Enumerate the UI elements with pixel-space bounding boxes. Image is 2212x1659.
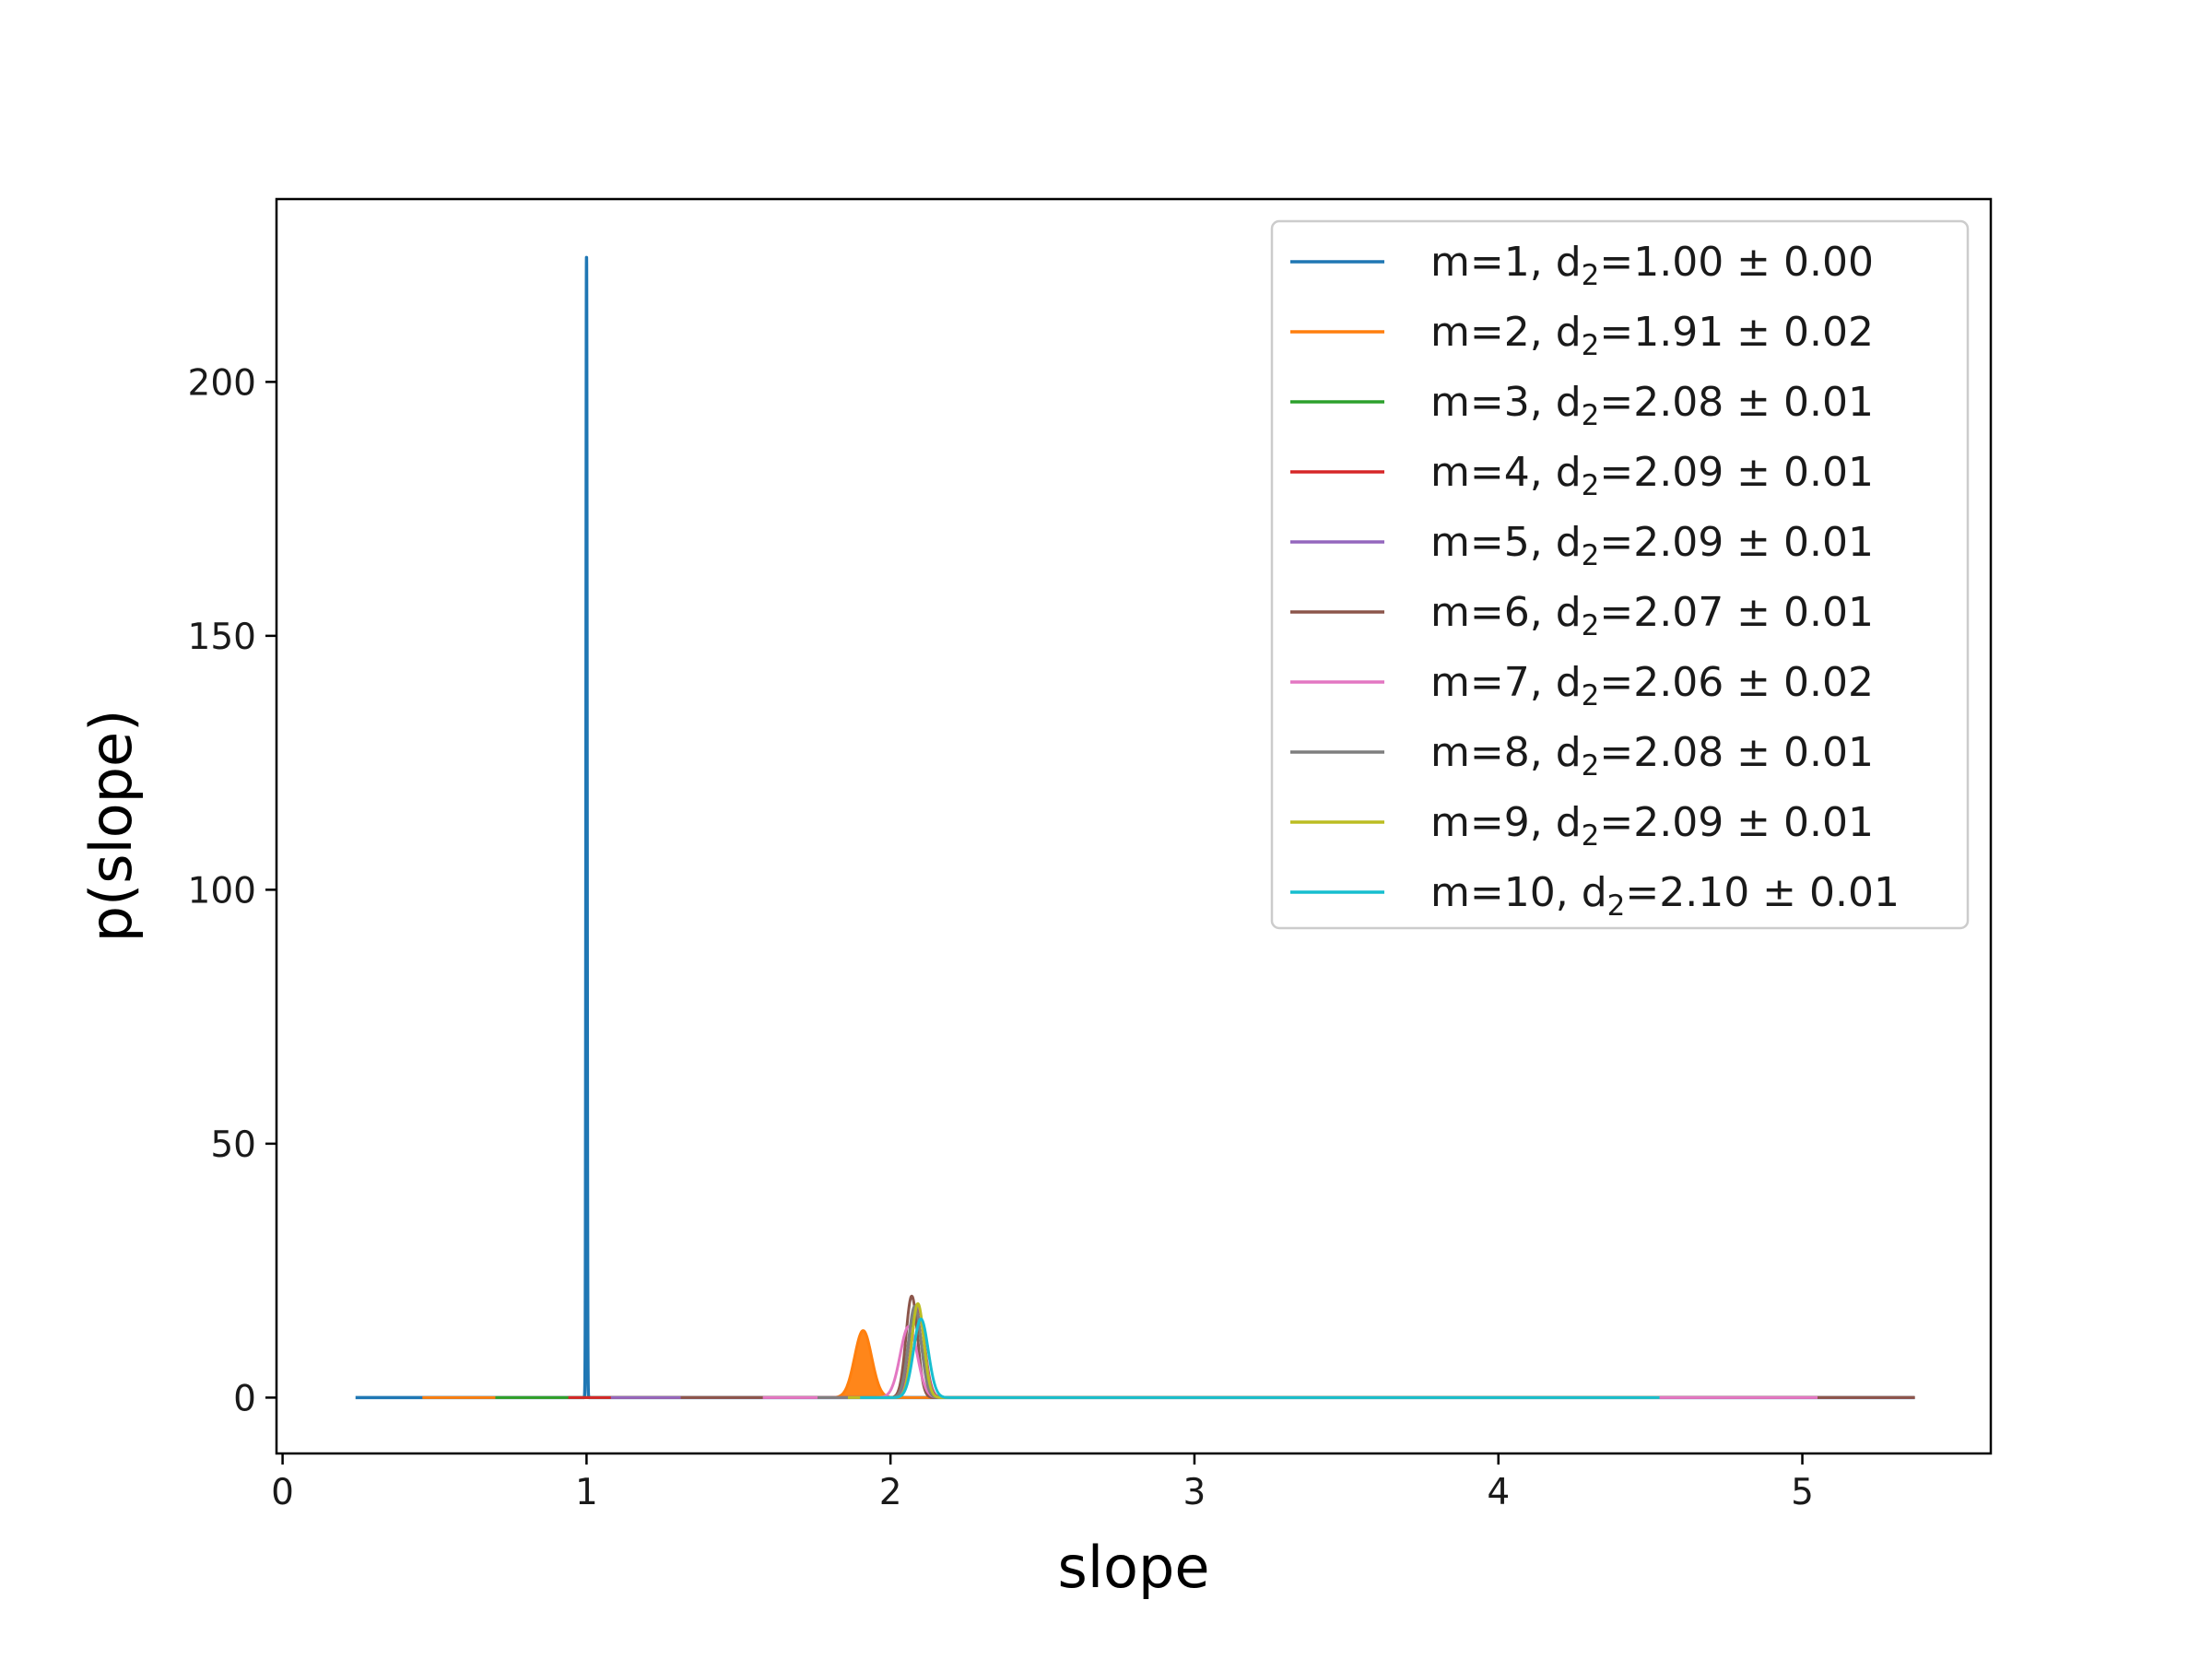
legend-label-m1: m=1, d2=1.00 ± 0.00 xyxy=(1430,239,1874,292)
y-tick-label: 150 xyxy=(188,617,256,658)
plot-frame xyxy=(275,197,1993,1455)
legend-label-m2: m=2, d2=1.91 ± 0.02 xyxy=(1430,309,1874,362)
series-line-m10 xyxy=(859,1317,1661,1399)
y-tick-label: 0 xyxy=(233,1378,256,1419)
x-axis-ticks: 0 1 2 3 4 5 xyxy=(271,1453,1814,1513)
legend-label-m3: m=3, d2=2.08 ± 0.01 xyxy=(1430,379,1874,432)
y-tick-label: 200 xyxy=(188,362,256,404)
legend-box xyxy=(1270,219,1970,930)
y-tick-label: 100 xyxy=(188,870,256,912)
legend-label-m4: m=4, d2=2.09 ± 0.01 xyxy=(1430,449,1874,502)
legend-label-m9: m=9, d2=2.09 ± 0.01 xyxy=(1430,799,1874,853)
x-tick-label: 3 xyxy=(1183,1472,1206,1513)
x-tick-label: 5 xyxy=(1791,1472,1814,1513)
series-curves xyxy=(355,255,1916,1400)
y-axis-label: p(slope) xyxy=(77,710,145,943)
x-tick-label: 2 xyxy=(879,1472,902,1513)
legend-label-m10: m=10, d2=2.10 ± 0.01 xyxy=(1430,869,1900,923)
x-axis-label: slope xyxy=(1058,1534,1210,1601)
legend-label-m5: m=5, d2=2.09 ± 0.01 xyxy=(1430,519,1874,572)
legend: m=1, d2=1.00 ± 0.00 m=2, d2=1.91 ± 0.02 m=… xyxy=(1270,219,1970,930)
y-tick-label: 50 xyxy=(210,1124,256,1166)
x-tick-label: 4 xyxy=(1487,1472,1510,1513)
x-tick-label: 0 xyxy=(271,1472,294,1513)
legend-label-m6: m=6, d2=2.07 ± 0.01 xyxy=(1430,589,1874,642)
x-tick-label: 1 xyxy=(575,1472,598,1513)
legend-label-m8: m=8, d2=2.08 ± 0.01 xyxy=(1430,729,1874,782)
legend-label-m7: m=7, d2=2.06 ± 0.02 xyxy=(1430,659,1874,712)
y-axis-ticks: 0 50 100 150 200 xyxy=(188,362,276,1419)
